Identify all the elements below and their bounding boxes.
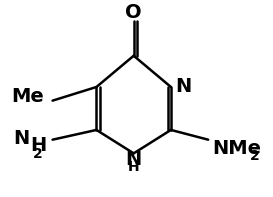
Text: NMe: NMe: [212, 139, 261, 158]
Text: H: H: [30, 136, 46, 155]
Text: O: O: [125, 3, 142, 22]
Text: N: N: [13, 129, 29, 148]
Text: N: N: [176, 77, 192, 97]
Text: 2: 2: [250, 149, 259, 163]
Text: N: N: [126, 150, 142, 169]
Text: Me: Me: [11, 87, 44, 106]
Text: 2: 2: [33, 147, 43, 161]
Text: H: H: [128, 160, 140, 174]
